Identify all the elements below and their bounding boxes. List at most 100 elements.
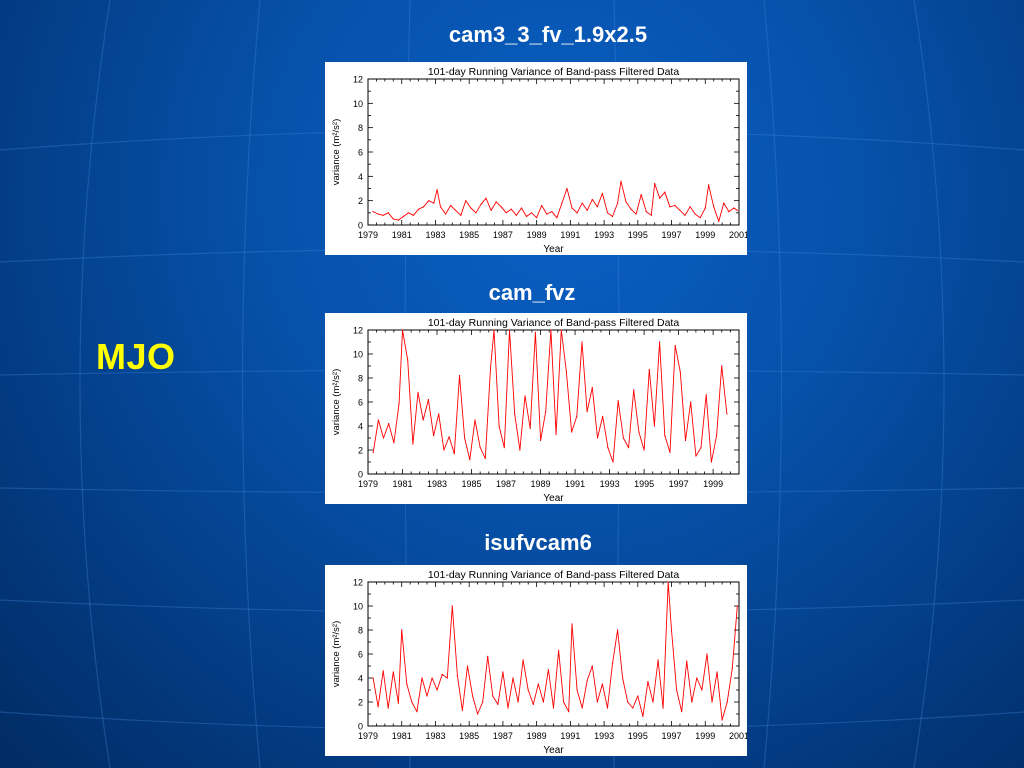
data-point — [401, 329, 404, 331]
data-point — [480, 203, 482, 205]
data-point — [444, 213, 447, 215]
data-point — [653, 425, 656, 427]
data-point — [561, 202, 563, 204]
data-point — [461, 709, 464, 711]
data-point — [669, 451, 671, 453]
data-point — [643, 449, 645, 451]
data-point — [650, 214, 652, 216]
chart-svg: 101-day Running Variance of Band-pass Fi… — [331, 317, 740, 504]
data-point — [617, 400, 619, 402]
x-tick-label: 1989 — [531, 479, 551, 489]
data-point — [417, 391, 419, 393]
data-point — [601, 192, 604, 194]
x-tick-label: 1997 — [662, 731, 682, 741]
data-point — [679, 371, 681, 373]
plot-frame — [367, 329, 740, 475]
x-tick-label: 1991 — [565, 479, 585, 489]
data-point — [474, 419, 476, 421]
data-point — [596, 701, 598, 703]
data-point — [525, 215, 528, 218]
x-tick-label: 1981 — [392, 731, 412, 741]
x-tick-label: 1993 — [594, 230, 614, 240]
data-point — [534, 331, 536, 333]
data-point — [550, 329, 552, 331]
data-point — [382, 670, 384, 672]
data-point — [566, 187, 568, 190]
data-point — [718, 220, 720, 222]
data-point — [648, 369, 650, 371]
data-point — [630, 208, 632, 210]
data-point — [510, 208, 512, 210]
data-point — [689, 206, 691, 208]
data-point — [627, 701, 629, 703]
data-point — [421, 677, 423, 679]
y-tick-label: 2 — [358, 698, 363, 708]
data-point — [524, 395, 526, 397]
data-point — [664, 435, 666, 437]
data-point — [536, 217, 538, 219]
data-point — [464, 437, 466, 439]
data-point — [679, 209, 681, 211]
data-point — [487, 655, 489, 657]
data-point — [406, 683, 408, 685]
data-point — [393, 442, 395, 444]
data-point — [563, 701, 565, 703]
x-tick-label: 1999 — [703, 479, 723, 489]
series-line — [372, 329, 728, 463]
data-point — [674, 204, 676, 207]
y-tick-label: 10 — [353, 350, 363, 360]
data-point — [469, 459, 471, 461]
x-tick-label: 1985 — [459, 731, 479, 741]
data-point — [508, 329, 511, 331]
data-point — [539, 439, 542, 441]
data-point — [620, 180, 622, 182]
data-point — [576, 415, 578, 417]
data-point — [684, 214, 686, 216]
y-tick-label: 12 — [353, 326, 363, 336]
data-point — [512, 677, 514, 679]
data-point — [710, 461, 712, 463]
data-point — [443, 449, 445, 451]
y-tick-label: 4 — [358, 172, 363, 182]
data-point — [426, 695, 428, 697]
data-point — [591, 665, 593, 667]
data-point — [470, 207, 472, 209]
data-point — [392, 671, 394, 673]
data-point — [695, 455, 697, 457]
data-point — [417, 208, 420, 210]
data-point — [632, 707, 634, 709]
data-point — [627, 447, 630, 449]
data-point — [500, 206, 502, 208]
y-tick-label: 8 — [358, 374, 363, 384]
data-point — [412, 214, 415, 216]
data-point — [497, 703, 499, 705]
data-point — [428, 200, 430, 202]
y-tick-label: 10 — [353, 602, 363, 612]
data-point — [637, 695, 639, 697]
data-point — [377, 213, 379, 215]
data-point — [427, 399, 429, 401]
data-point — [674, 345, 676, 347]
data-point — [560, 329, 562, 331]
data-point — [606, 707, 609, 709]
y-tick-label: 10 — [353, 99, 363, 109]
y-tick-label: 12 — [353, 75, 363, 85]
data-point — [662, 707, 664, 709]
data-point — [541, 204, 543, 207]
data-point — [667, 581, 669, 583]
data-point — [475, 212, 477, 214]
data-point — [532, 703, 534, 705]
x-axis-label: Year — [543, 745, 564, 756]
data-point — [596, 437, 599, 439]
data-point — [392, 218, 394, 220]
data-point — [581, 707, 583, 709]
data-point — [485, 197, 487, 199]
data-point — [721, 719, 723, 721]
x-tick-label: 1989 — [527, 731, 547, 741]
y-tick-label: 0 — [358, 221, 363, 231]
data-point — [450, 204, 452, 207]
y-tick-label: 4 — [358, 422, 363, 432]
data-point — [466, 665, 469, 667]
x-tick-label: 1993 — [600, 479, 620, 489]
data-point — [527, 689, 529, 691]
